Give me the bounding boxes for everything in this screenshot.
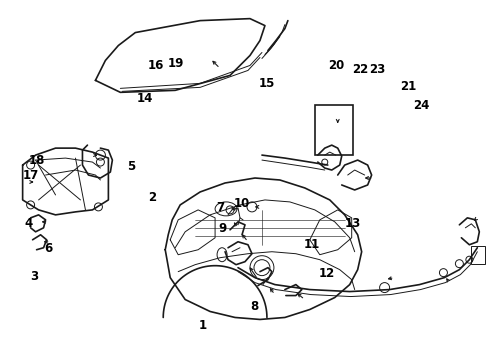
- Text: 13: 13: [344, 217, 360, 230]
- Text: 24: 24: [412, 99, 428, 112]
- Text: 15: 15: [258, 77, 274, 90]
- Text: 1: 1: [199, 319, 207, 332]
- Bar: [470, 246, 484, 264]
- Text: 10: 10: [233, 197, 250, 210]
- Text: 9: 9: [218, 222, 226, 235]
- Text: 7: 7: [216, 202, 224, 215]
- Text: 11: 11: [303, 238, 319, 251]
- Text: 17: 17: [23, 169, 39, 182]
- Bar: [314, 105, 352, 155]
- Text: 20: 20: [327, 59, 344, 72]
- Text: 2: 2: [147, 191, 156, 204]
- Text: 6: 6: [44, 242, 53, 255]
- Text: 19: 19: [168, 57, 184, 70]
- Text: 18: 18: [29, 154, 45, 167]
- Text: 21: 21: [399, 80, 415, 93]
- Text: 4: 4: [25, 217, 33, 230]
- Text: 16: 16: [147, 59, 163, 72]
- Text: 8: 8: [250, 300, 258, 313]
- Text: 12: 12: [318, 267, 334, 280]
- Text: 3: 3: [30, 270, 38, 283]
- Text: 14: 14: [136, 92, 152, 105]
- Text: 22: 22: [352, 63, 368, 76]
- Text: 23: 23: [368, 63, 385, 76]
- Text: 5: 5: [127, 160, 135, 173]
